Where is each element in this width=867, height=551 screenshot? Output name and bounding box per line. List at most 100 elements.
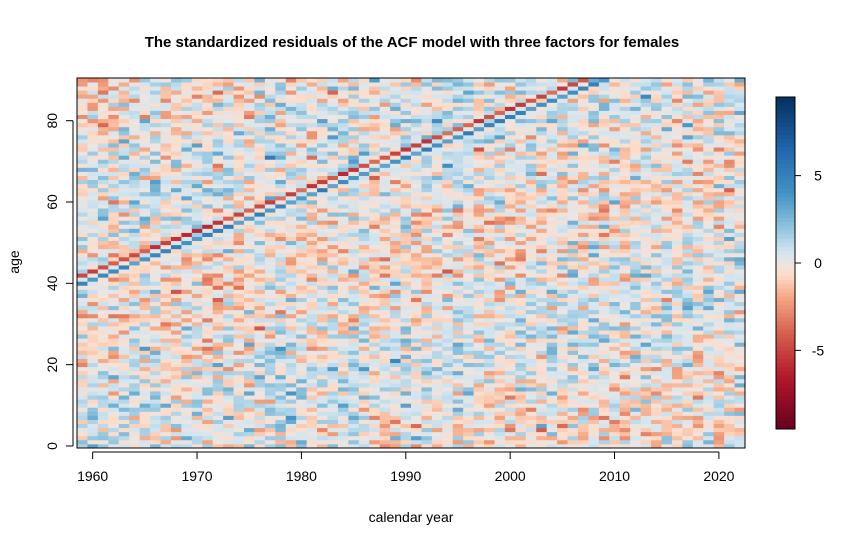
heatmap-cell xyxy=(212,118,224,124)
heatmap-cell xyxy=(264,423,276,429)
heatmap-cell xyxy=(358,301,370,307)
heatmap-cell xyxy=(640,273,652,278)
heatmap-cell xyxy=(369,411,381,416)
heatmap-cell xyxy=(619,285,631,290)
heatmap-cell xyxy=(150,334,161,339)
heatmap-cell xyxy=(588,407,600,412)
heatmap-cell xyxy=(244,411,255,416)
heatmap-cell xyxy=(97,134,109,140)
heatmap-cell xyxy=(118,90,130,95)
heatmap-cell xyxy=(598,358,610,364)
heatmap-cell xyxy=(640,220,652,225)
heatmap-cell xyxy=(598,321,610,327)
heatmap-cell xyxy=(463,395,475,400)
heatmap-cell xyxy=(170,183,182,189)
heatmap-cell xyxy=(557,98,568,103)
heatmap-cell xyxy=(452,427,464,433)
heatmap-cell xyxy=(150,277,161,282)
heatmap-cell xyxy=(285,199,297,205)
heatmap-cell xyxy=(421,301,433,307)
heatmap-cell xyxy=(619,228,631,233)
heatmap-cell xyxy=(630,171,642,176)
heatmap-cell xyxy=(619,411,631,416)
heatmap-cell xyxy=(557,439,568,445)
heatmap-cell xyxy=(264,159,276,164)
heatmap-cell xyxy=(379,378,391,384)
heatmap-cell xyxy=(358,183,370,189)
heatmap-cell xyxy=(442,134,454,140)
heatmap-cell xyxy=(285,183,297,189)
heatmap-cell xyxy=(233,334,245,339)
heatmap-cell xyxy=(118,216,130,221)
heatmap-cell xyxy=(191,338,203,343)
heatmap-cell xyxy=(411,277,422,282)
heatmap-cell xyxy=(139,183,151,189)
heatmap-cell xyxy=(379,199,391,205)
heatmap-cell xyxy=(609,183,621,189)
heatmap-cell xyxy=(337,86,349,91)
heatmap-cell xyxy=(598,191,610,197)
heatmap-cell xyxy=(285,399,297,404)
heatmap-cell xyxy=(296,387,308,392)
heatmap-cell xyxy=(202,431,214,437)
heatmap-cell xyxy=(463,134,475,140)
heatmap-cell xyxy=(463,102,475,107)
heatmap-cell xyxy=(609,228,621,233)
heatmap-cell xyxy=(285,330,297,335)
heatmap-cell xyxy=(233,301,245,307)
heatmap-cell xyxy=(358,78,370,83)
heatmap-cell xyxy=(108,216,120,221)
heatmap-cell xyxy=(557,330,568,335)
heatmap-cell xyxy=(97,220,109,225)
heatmap-cell xyxy=(150,260,161,266)
heatmap-cell xyxy=(348,350,360,355)
heatmap-cell xyxy=(567,411,579,416)
heatmap-cell xyxy=(306,330,318,335)
heatmap-cell xyxy=(431,415,443,420)
heatmap-cell xyxy=(97,435,109,441)
heatmap-cell xyxy=(337,366,349,372)
heatmap-cell xyxy=(484,191,495,197)
heatmap-cell xyxy=(630,94,642,99)
heatmap-cell xyxy=(97,98,109,103)
heatmap-cell xyxy=(129,293,141,298)
heatmap-cell xyxy=(578,382,589,388)
heatmap-cell xyxy=(557,78,568,83)
heatmap-cell xyxy=(525,110,537,115)
heatmap-cell xyxy=(442,244,454,250)
heatmap-cell xyxy=(306,342,318,347)
heatmap-cell xyxy=(390,159,401,164)
heatmap-cell xyxy=(233,212,245,217)
heatmap-cell xyxy=(118,301,130,307)
heatmap-cell xyxy=(452,143,464,148)
heatmap-cell xyxy=(150,301,161,307)
heatmap-cell xyxy=(87,171,99,176)
heatmap-cell xyxy=(317,374,328,380)
heatmap-cell xyxy=(317,326,328,331)
heatmap-cell xyxy=(306,191,318,197)
heatmap-cell xyxy=(275,208,287,213)
heatmap-cell xyxy=(567,216,579,221)
heatmap-cell xyxy=(369,138,381,144)
heatmap-cell xyxy=(609,98,621,103)
heatmap-cell xyxy=(181,167,193,172)
heatmap-cell xyxy=(317,370,328,376)
heatmap-cell xyxy=(546,338,558,343)
heatmap-cell xyxy=(442,126,454,132)
heatmap-cell xyxy=(348,90,360,95)
heatmap-cell xyxy=(484,265,495,270)
heatmap-cell xyxy=(170,277,182,282)
heatmap-cell xyxy=(264,248,276,254)
heatmap-cell xyxy=(609,82,621,87)
heatmap-cell xyxy=(369,358,381,364)
heatmap-cell xyxy=(327,252,339,258)
heatmap-cell xyxy=(97,338,109,343)
heatmap-cell xyxy=(118,159,130,164)
heatmap-cell xyxy=(275,143,287,148)
heatmap-cell xyxy=(191,199,203,205)
heatmap-cell xyxy=(327,305,339,311)
heatmap-cell xyxy=(181,163,193,168)
heatmap-cell xyxy=(452,204,464,209)
heatmap-cell xyxy=(358,285,370,290)
heatmap-cell xyxy=(452,94,464,99)
